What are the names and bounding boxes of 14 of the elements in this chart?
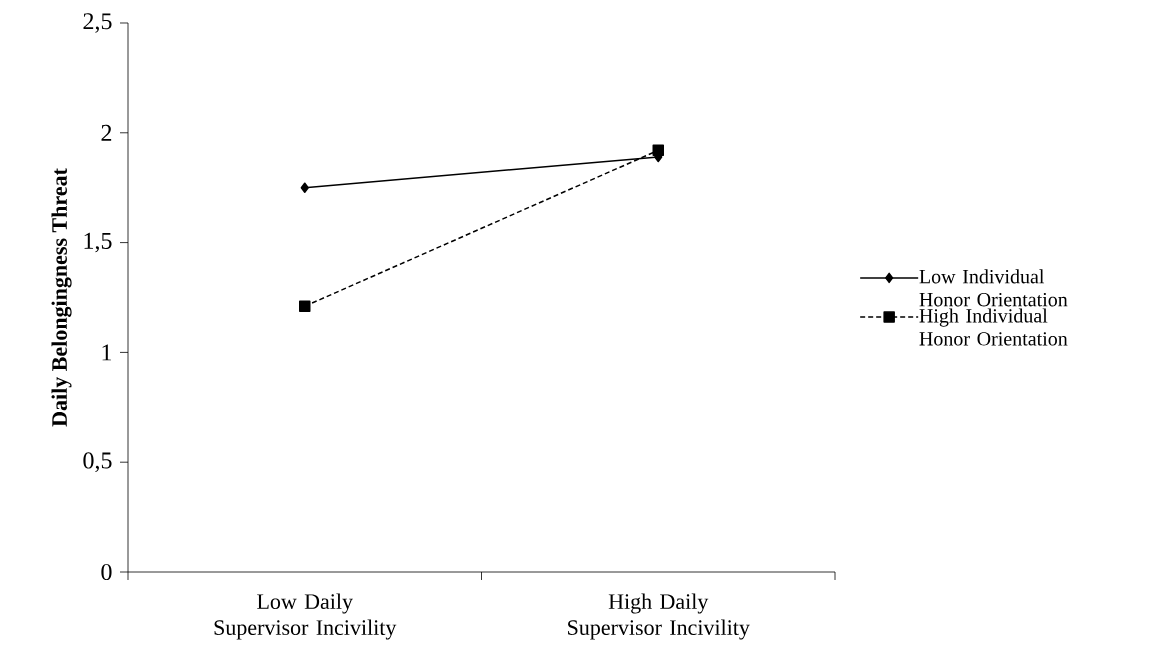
y-axis-title: Daily Belongingness Threat [51,168,72,427]
y-tick-label: 2,5 [83,13,112,33]
y-tick-label: 0,5 [83,452,112,473]
legend-label: High Individual Honor Orientation [919,308,1068,346]
point [652,144,664,157]
legend-label: Low Individual Honor Orientation [919,269,1068,307]
y-tick-label: 2 [101,124,112,141]
y-tick-label: 1 [102,344,112,361]
y-tick-label: 0 [101,563,112,581]
x-tick-label: High Daily Supervisor Incivility [568,593,750,640]
x-tick-label: Low Daily Supervisor Incivility [214,593,397,640]
point [300,182,309,193]
point [299,300,311,313]
y-tick-label: 1,5 [84,232,112,253]
